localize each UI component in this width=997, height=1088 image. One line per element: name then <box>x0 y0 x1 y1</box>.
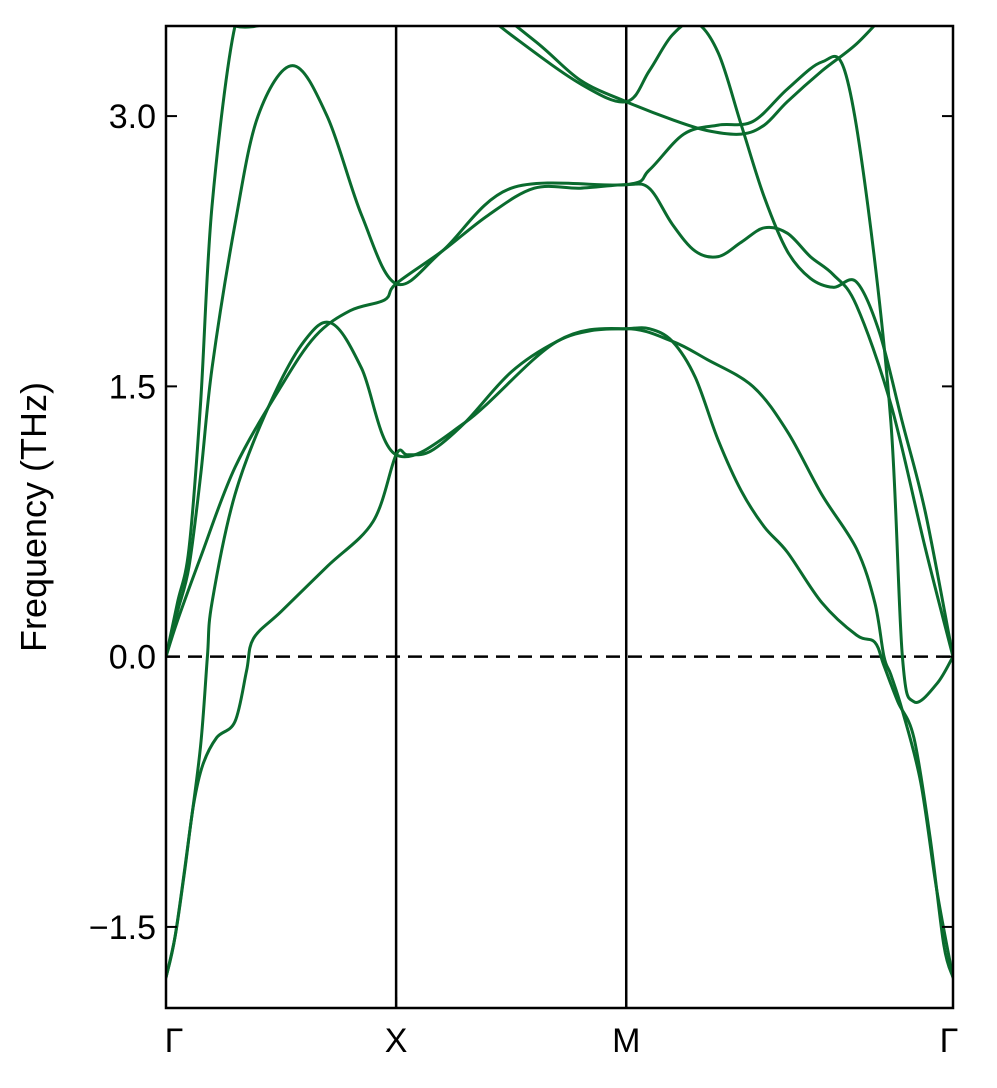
y-tick-label: 0.0 <box>109 639 156 677</box>
y-tick-label: 3.0 <box>109 98 156 136</box>
phonon-branch-4 <box>166 54 953 704</box>
high-symmetry-lines <box>394 26 628 1008</box>
phonon-branch-2 <box>166 320 953 979</box>
y-tick-label: 1.5 <box>109 368 156 406</box>
y-axis-ticks: −1.5 0.0 1.5 3.0 <box>89 98 953 947</box>
y-tick-label: −1.5 <box>89 909 156 947</box>
phonon-branch-5 <box>166 26 953 659</box>
x-tick-label: Γ <box>165 1022 184 1060</box>
phonon-branch-3 <box>166 182 953 659</box>
x-tick-label: X <box>385 1022 408 1060</box>
phonon-branch-1 <box>166 326 953 979</box>
phonon-branches <box>166 26 953 979</box>
plot-frame <box>164 24 955 1010</box>
phonon-branch-6 <box>230 26 876 136</box>
x-tick-label: M <box>612 1022 640 1060</box>
x-tick-label: Γ <box>940 1022 959 1060</box>
y-axis-label: Frequency (THz) <box>13 382 54 652</box>
